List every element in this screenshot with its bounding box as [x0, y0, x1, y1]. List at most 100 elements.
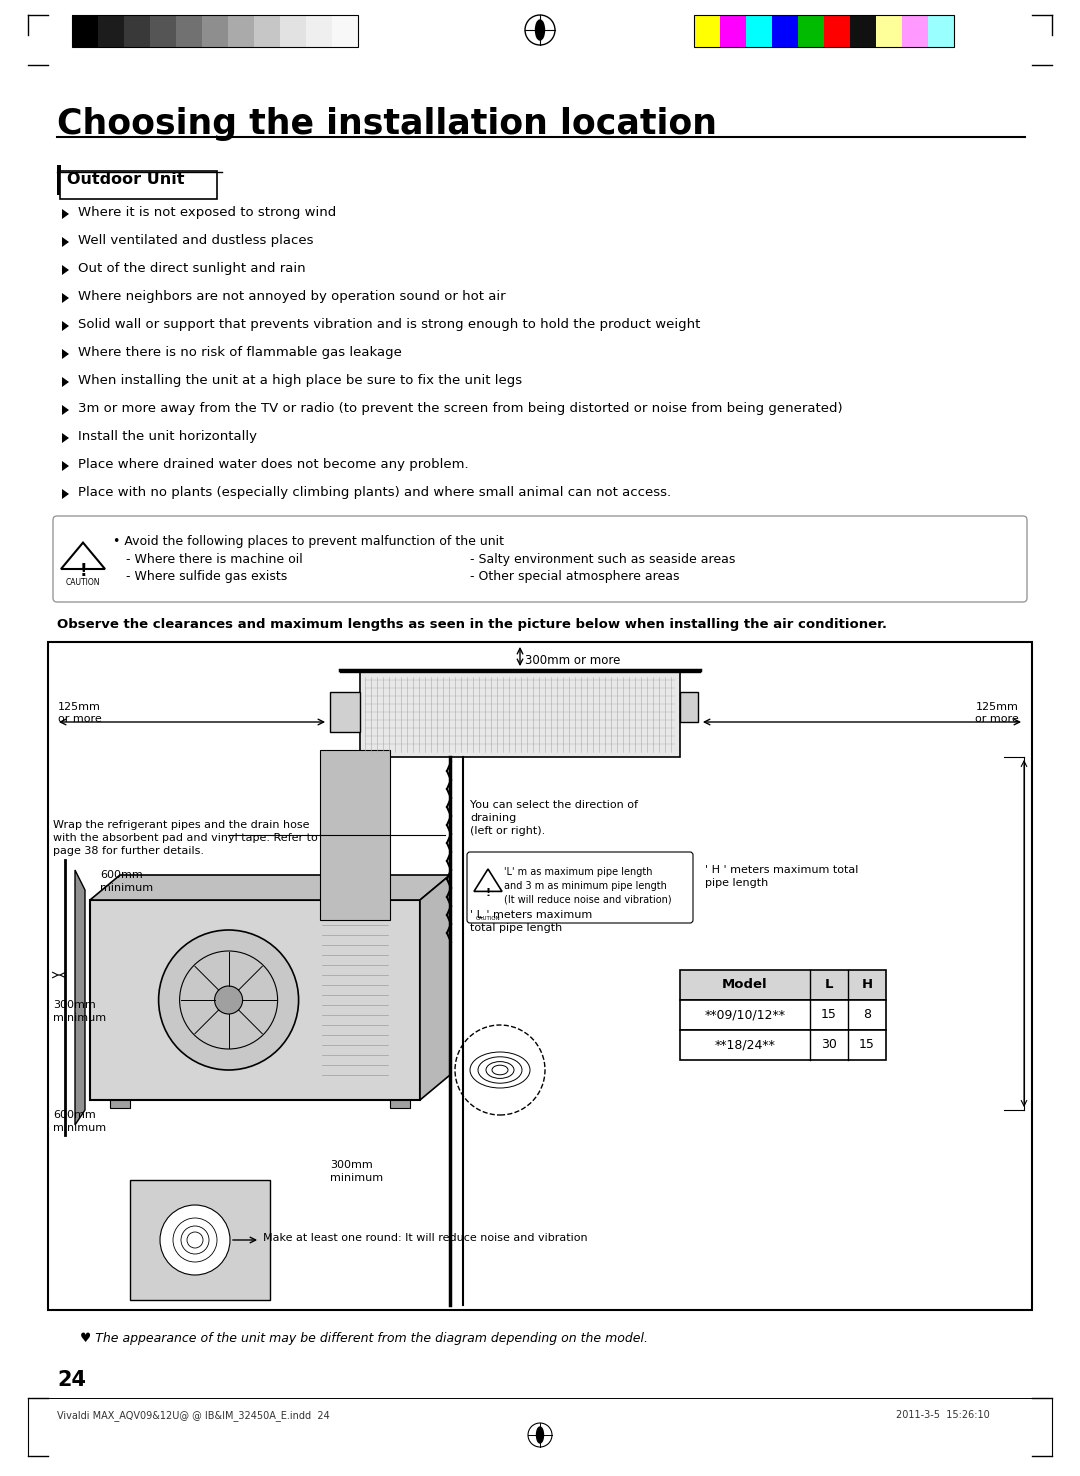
- Bar: [150, 15, 176, 47]
- Text: Install the unit horizontally: Install the unit horizontally: [78, 430, 257, 443]
- Text: Out of the direct sunlight and rain: Out of the direct sunlight and rain: [78, 263, 306, 275]
- Text: Make at least one round: It will reduce noise and vibration: Make at least one round: It will reduce …: [264, 1232, 588, 1243]
- Bar: [320, 750, 390, 920]
- Text: Place where drained water does not become any problem.: Place where drained water does not becom…: [78, 458, 469, 471]
- Bar: [746, 15, 772, 47]
- Polygon shape: [62, 461, 69, 471]
- Bar: [850, 15, 876, 47]
- Polygon shape: [62, 266, 69, 275]
- Text: • Avoid the following places to prevent malfunction of the unit: • Avoid the following places to prevent …: [113, 534, 504, 548]
- Text: Vivaldi MAX_AQV09&12U@ @ IB&IM_32450A_E.indd  24: Vivaldi MAX_AQV09&12U@ @ IB&IM_32450A_E.…: [57, 1410, 329, 1421]
- Circle shape: [215, 986, 243, 1014]
- Bar: [360, 672, 680, 757]
- Bar: [130, 1179, 270, 1300]
- Text: 300mm
minimum: 300mm minimum: [330, 1160, 383, 1184]
- Text: L: L: [825, 979, 834, 992]
- Bar: [680, 1030, 886, 1060]
- Text: 24: 24: [57, 1370, 86, 1390]
- Polygon shape: [62, 238, 69, 246]
- Bar: [680, 970, 886, 1001]
- Text: **09/10/12**: **09/10/12**: [704, 1008, 785, 1021]
- Bar: [176, 15, 202, 47]
- Bar: [124, 15, 150, 47]
- Bar: [876, 15, 902, 47]
- Text: 600mm
minimum: 600mm minimum: [53, 1110, 106, 1134]
- Text: 2011-3-5  15:26:10: 2011-3-5 15:26:10: [896, 1410, 990, 1420]
- Bar: [254, 15, 280, 47]
- Ellipse shape: [537, 1427, 543, 1444]
- Text: Where neighbors are not annoyed by operation sound or hot air: Where neighbors are not annoyed by opera…: [78, 289, 505, 303]
- Bar: [98, 15, 124, 47]
- Text: 600mm
minimum: 600mm minimum: [100, 869, 153, 893]
- Bar: [306, 15, 332, 47]
- Text: Model: Model: [723, 979, 768, 992]
- Bar: [90, 900, 420, 1100]
- Polygon shape: [62, 489, 69, 499]
- Text: Where there is no risk of flammable gas leakage: Where there is no risk of flammable gas …: [78, 345, 402, 359]
- Bar: [330, 692, 360, 732]
- Text: Solid wall or support that prevents vibration and is strong enough to hold the p: Solid wall or support that prevents vibr…: [78, 317, 700, 331]
- Text: 3m or more away from the TV or radio (to prevent the screen from being distorted: 3m or more away from the TV or radio (to…: [78, 401, 842, 415]
- Text: Wrap the refrigerant pipes and the drain hose
with the absorbent pad and vinyl t: Wrap the refrigerant pipes and the drain…: [53, 821, 318, 856]
- Circle shape: [455, 1024, 545, 1114]
- Ellipse shape: [536, 21, 544, 40]
- Text: 15: 15: [859, 1039, 875, 1051]
- Bar: [48, 642, 1032, 1311]
- FancyBboxPatch shape: [60, 171, 217, 199]
- Bar: [928, 15, 954, 47]
- Text: (It will reduce noise and vibration): (It will reduce noise and vibration): [504, 894, 672, 905]
- Bar: [280, 15, 306, 47]
- Polygon shape: [474, 869, 502, 892]
- Bar: [228, 15, 254, 47]
- Text: 125mm
or more: 125mm or more: [58, 703, 102, 723]
- Text: ' H ' meters maximum total
pipe length: ' H ' meters maximum total pipe length: [705, 865, 859, 889]
- Text: !: !: [485, 889, 490, 897]
- Bar: [824, 15, 850, 47]
- Polygon shape: [62, 294, 69, 303]
- Text: When installing the unit at a high place be sure to fix the unit legs: When installing the unit at a high place…: [78, 373, 522, 387]
- Polygon shape: [90, 875, 450, 900]
- Text: 125mm
or more: 125mm or more: [975, 703, 1020, 723]
- Bar: [720, 15, 746, 47]
- Text: ♥ The appearance of the unit may be different from the diagram depending on the : ♥ The appearance of the unit may be diff…: [80, 1331, 648, 1345]
- Text: 15: 15: [821, 1008, 837, 1021]
- Polygon shape: [62, 210, 69, 218]
- Text: Where it is not exposed to strong wind: Where it is not exposed to strong wind: [78, 207, 336, 218]
- Bar: [390, 1100, 410, 1108]
- Polygon shape: [75, 869, 85, 1125]
- Text: - Other special atmosphere areas: - Other special atmosphere areas: [470, 570, 679, 583]
- Text: You can select the direction of
draining
(left or right).: You can select the direction of draining…: [470, 800, 638, 837]
- Text: Outdoor Unit: Outdoor Unit: [67, 173, 185, 187]
- Polygon shape: [62, 432, 69, 443]
- Text: **18/24**: **18/24**: [715, 1039, 775, 1051]
- Text: - Salty environment such as seaside areas: - Salty environment such as seaside area…: [470, 554, 735, 565]
- Text: 8: 8: [863, 1008, 870, 1021]
- Text: H: H: [862, 979, 873, 992]
- Text: 'L' m as maximum pipe length: 'L' m as maximum pipe length: [504, 866, 652, 877]
- Text: Place with no plants (especially climbing plants) and where small animal can not: Place with no plants (especially climbin…: [78, 486, 671, 499]
- Bar: [902, 15, 928, 47]
- Bar: [72, 15, 98, 47]
- Bar: [57, 165, 60, 195]
- Text: and 3 m as minimum pipe length: and 3 m as minimum pipe length: [504, 881, 666, 892]
- Bar: [72, 15, 357, 47]
- Text: 30: 30: [821, 1039, 837, 1051]
- Polygon shape: [420, 875, 450, 1100]
- Polygon shape: [60, 543, 105, 570]
- Polygon shape: [62, 376, 69, 387]
- FancyBboxPatch shape: [467, 852, 693, 922]
- Bar: [694, 15, 720, 47]
- FancyBboxPatch shape: [53, 517, 1027, 602]
- Bar: [680, 692, 698, 722]
- Text: CAUTION: CAUTION: [475, 917, 500, 921]
- Text: !: !: [79, 562, 86, 580]
- Polygon shape: [62, 404, 69, 415]
- Text: 300mm or more: 300mm or more: [525, 654, 620, 667]
- Text: ' L ' meters maximum
total pipe length: ' L ' meters maximum total pipe length: [470, 911, 592, 933]
- Polygon shape: [62, 320, 69, 331]
- Text: Observe the clearances and maximum lengths as seen in the picture below when ins: Observe the clearances and maximum lengt…: [57, 618, 887, 632]
- Text: - Where sulfide gas exists: - Where sulfide gas exists: [126, 570, 287, 583]
- Text: Choosing the installation location: Choosing the installation location: [57, 106, 717, 142]
- Bar: [332, 15, 357, 47]
- Bar: [202, 15, 228, 47]
